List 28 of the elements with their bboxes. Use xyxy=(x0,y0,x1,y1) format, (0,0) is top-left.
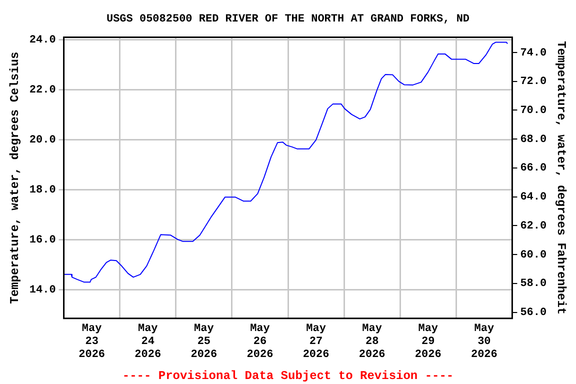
x-tick-label: May 26 2026 xyxy=(246,322,274,362)
y-tick-label: 16.0 xyxy=(29,234,56,246)
y2-tick-label: 74.0 xyxy=(520,47,547,60)
y2-tick-label: 60.0 xyxy=(520,249,547,262)
y2-axis-title: Temperature, water, degrees Fahrenheit xyxy=(554,40,568,315)
x-tick-label: May 29 2026 xyxy=(414,322,442,362)
y2-tick-label: 72.0 xyxy=(520,76,547,88)
x-tick-label: May 27 2026 xyxy=(302,322,330,362)
y-tick-label: 20.0 xyxy=(29,134,56,146)
chart-title: USGS 05082500 RED RIVER OF THE NORTH AT GRAND FORKS, ND xyxy=(106,13,470,26)
x-tick-label: May 23 2026 xyxy=(78,322,106,362)
y-axis-title: Temperature, water, degrees Celsius xyxy=(8,52,22,304)
y2-tick-label: 58.0 xyxy=(520,278,547,290)
y-tick-label: 14.0 xyxy=(29,284,56,296)
y2-tick-label: 70.0 xyxy=(520,105,547,118)
text: ---- Provisional Data Subject to Revision ---- xyxy=(122,369,454,384)
y2-tick-label: 68.0 xyxy=(520,134,547,146)
x-tick-label: May 25 2026 xyxy=(190,322,218,362)
x-tick-label: May 30 2026 xyxy=(470,322,498,362)
y2-tick-label: 64.0 xyxy=(520,192,547,204)
y-tick-label: 24.0 xyxy=(29,34,56,46)
y2-tick-label: 56.0 xyxy=(520,307,547,320)
y2-tick-label: 66.0 xyxy=(520,162,547,175)
x-tick-label: May 28 2026 xyxy=(358,322,386,362)
x-tick-label: May 24 2026 xyxy=(134,322,162,362)
y2-tick-label: 62.0 xyxy=(520,220,547,232)
y-tick-label: 22.0 xyxy=(29,84,56,96)
y-tick-label: 18.0 xyxy=(29,184,56,196)
